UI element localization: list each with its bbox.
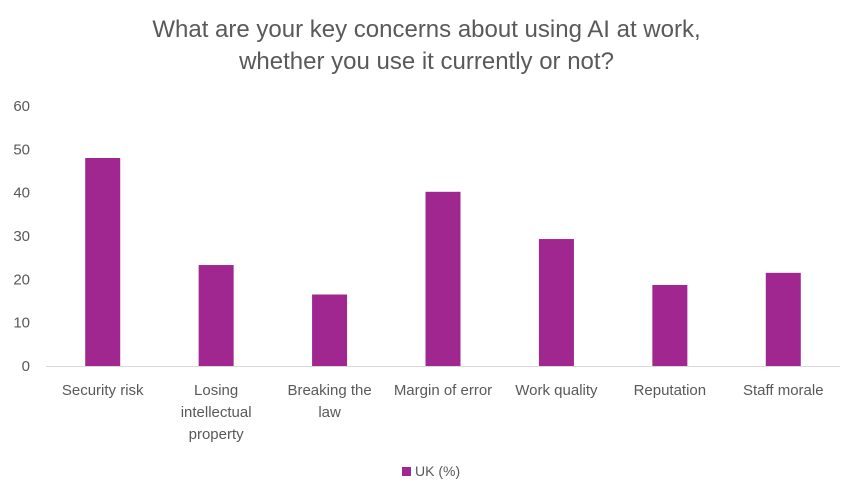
y-tick-label: 20 (13, 271, 30, 288)
y-tick-label: 30 (13, 228, 30, 245)
legend-label: UK (%) (415, 463, 460, 479)
x-tick-label: Security risk (62, 382, 144, 399)
bar (652, 284, 688, 366)
bar (85, 158, 121, 366)
x-tick-label: Staff morale (743, 382, 824, 399)
y-tick-label: 60 (13, 98, 30, 115)
bar (425, 191, 461, 366)
chart-title-line-2: whether you use it currently or not? (239, 48, 614, 75)
y-tick-label: 40 (13, 185, 30, 202)
chart-title: What are your key concerns about using A… (0, 14, 853, 78)
y-tick-label: 10 (13, 315, 30, 332)
x-tick-label: Losing intellectual property (181, 382, 252, 443)
bar (765, 272, 801, 366)
bar (312, 294, 348, 366)
bar (538, 239, 574, 366)
bar (198, 265, 234, 366)
legend: UK (%) (402, 463, 460, 479)
chart-title-line-1: What are your key concerns about using A… (152, 16, 701, 43)
x-tick-label: Breaking the law (287, 382, 371, 421)
y-tick-label: 50 (13, 141, 30, 158)
y-tick-label: 0 (22, 358, 30, 375)
legend-swatch (402, 467, 411, 476)
x-tick-label: Margin of error (394, 382, 492, 399)
x-tick-label: Work quality (515, 382, 598, 399)
x-tick-label: Reputation (634, 382, 707, 399)
